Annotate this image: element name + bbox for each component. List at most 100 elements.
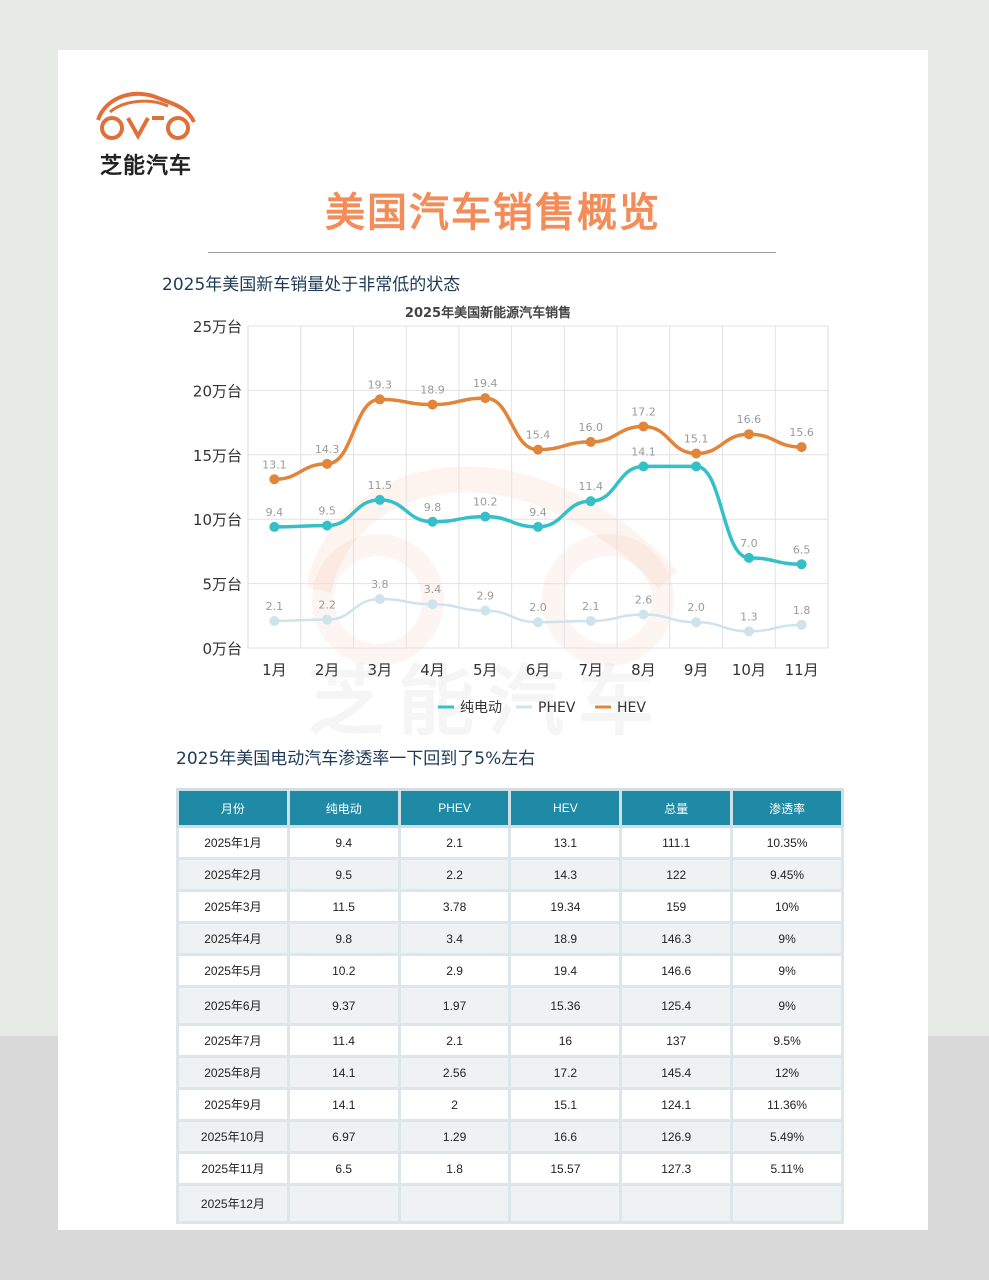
data-label-hev: 19.3 [368, 378, 393, 391]
legend-label-bev: 纯电动 [460, 700, 502, 716]
data-point-phev [269, 615, 280, 626]
table-cell: 2025年11月 [176, 1151, 290, 1186]
data-point-phev [638, 609, 649, 620]
table-cell: 5.49% [730, 1119, 844, 1154]
table-cell: 11.4 [286, 1023, 401, 1058]
table-cell: 159 [619, 889, 734, 924]
page-card: 芝能汽车 美国汽车销售概览 2025年美国新车销量处于非常低的状态 芝能汽车 2… [58, 50, 928, 1230]
table-cell: 122 [619, 857, 734, 892]
table-cell: 9.45% [730, 857, 844, 892]
data-label-hev: 16.6 [737, 413, 762, 426]
table-subtitle: 2025年美国电动汽车渗透率一下回到了5%左右 [176, 749, 536, 769]
data-point-phev [480, 605, 491, 616]
data-point-hev [322, 458, 333, 469]
data-point-bev [533, 521, 543, 532]
table-cell: 9.37 [286, 985, 401, 1026]
data-label-phev: 1.8 [793, 604, 811, 617]
table-cell: 10.2 [286, 953, 401, 988]
table-cell: 126.9 [619, 1119, 734, 1154]
data-label-bev: 11.5 [368, 479, 393, 492]
data-label-bev: 9.8 [424, 501, 442, 514]
data-point-hev [269, 474, 280, 485]
data-point-bev [585, 496, 596, 507]
table-cell: 145.4 [619, 1055, 734, 1090]
table-cell: 19.4 [508, 953, 623, 988]
table-cell: 3.78 [397, 889, 512, 924]
table-cell: 11.5 [286, 889, 401, 924]
table-cell [397, 1183, 512, 1224]
table-cell: 127.3 [619, 1151, 734, 1186]
table-cell: 2025年9月 [176, 1087, 290, 1122]
column-header: 渗透率 [730, 788, 844, 828]
data-label-phev: 2.6 [635, 594, 653, 607]
x-tick-label: 5月 [473, 661, 498, 679]
data-label-hev: 13.1 [262, 458, 287, 471]
y-tick-label: 25万台 [193, 318, 242, 336]
table-cell: 125.4 [619, 985, 734, 1026]
data-label-bev: 9.4 [529, 506, 547, 519]
data-label-bev: 7.0 [740, 537, 758, 550]
table-cell: 1.97 [397, 985, 512, 1026]
table-cell: 2025年5月 [176, 953, 290, 988]
data-point-phev [585, 615, 596, 626]
sales-line-chart: 2025年美国新能源汽车销售 0万台 5万台 10万台 15万台 20万台 25万台 1月… [193, 305, 829, 716]
table-cell: 15.36 [508, 985, 623, 1026]
x-tick-label: 1月 [262, 661, 287, 679]
table-cell: 9.4 [286, 825, 401, 860]
data-point-hev [533, 444, 543, 455]
table-cell: 9% [730, 921, 844, 956]
chart-subtitle: 2025年美国新车销量处于非常低的状态 [162, 275, 461, 295]
data-point-bev [269, 521, 280, 532]
table-row: 2025年2月 9.5 2.2 14.3 122 9.45% [176, 857, 844, 892]
data-point-hev [638, 421, 649, 432]
data-point-phev [374, 594, 385, 605]
column-header: PHEV [397, 788, 512, 828]
table-cell: 14.1 [286, 1087, 401, 1122]
table-row: 2025年10月 6.97 1.29 16.6 126.9 5.49% [176, 1119, 844, 1154]
table-cell: 6.97 [286, 1119, 401, 1154]
brand-logo: 芝能汽车 [94, 90, 198, 180]
data-point-bev [638, 461, 649, 472]
data-label-bev: 10.2 [473, 496, 498, 509]
column-header: HEV [508, 788, 623, 828]
data-label-phev: 2.9 [477, 590, 495, 603]
table-header-row: 月份 纯电动 PHEV HEV 总量 渗透率 [176, 788, 844, 828]
table-cell: 9.5% [730, 1023, 844, 1058]
table-cell: 2025年6月 [176, 985, 290, 1026]
data-label-bev: 9.5 [318, 505, 336, 518]
data-point-phev [743, 626, 754, 637]
data-label-hev: 16.0 [578, 421, 603, 434]
table-cell: 9% [730, 953, 844, 988]
table-row: 2025年9月 14.1 2 15.1 124.1 11.36% [176, 1087, 844, 1122]
data-label-phev: 2.0 [687, 601, 705, 614]
table-cell: 2025年12月 [176, 1183, 290, 1224]
column-header: 纯电动 [286, 788, 401, 828]
x-tick-label: 2月 [315, 661, 340, 679]
data-label-hev: 15.6 [789, 426, 814, 439]
data-point-hev [480, 393, 491, 404]
table-cell [508, 1183, 623, 1224]
table-row: 2025年12月 [176, 1183, 844, 1224]
data-label-phev: 3.4 [424, 583, 442, 596]
table-cell: 2025年2月 [176, 857, 290, 892]
x-tick-label: 6月 [526, 661, 551, 679]
table-cell: 1.8 [397, 1151, 512, 1186]
table-cell: 2025年7月 [176, 1023, 290, 1058]
column-header: 总量 [619, 788, 734, 828]
table-cell: 11.36% [730, 1087, 844, 1122]
data-label-bev: 14.1 [631, 445, 656, 458]
table-cell: 13.1 [508, 825, 623, 860]
x-tick-label: 4月 [420, 661, 445, 679]
data-point-bev [374, 494, 385, 505]
table-cell: 2025年1月 [176, 825, 290, 860]
data-label-hev: 15.4 [526, 429, 551, 442]
table-cell: 2.2 [397, 857, 512, 892]
data-point-hev [743, 429, 754, 440]
data-label-phev: 3.8 [371, 578, 389, 591]
table-cell: 18.9 [508, 921, 623, 956]
table-row: 2025年3月 11.5 3.78 19.34 159 10% [176, 889, 844, 924]
table-cell: 6.5 [286, 1151, 401, 1186]
data-point-phev [322, 614, 333, 625]
table-cell: 2 [397, 1087, 512, 1122]
penetration-table: 月份 纯电动 PHEV HEV 总量 渗透率 2025年1月 9.4 2.1 13.1 111.1… [176, 788, 844, 1224]
